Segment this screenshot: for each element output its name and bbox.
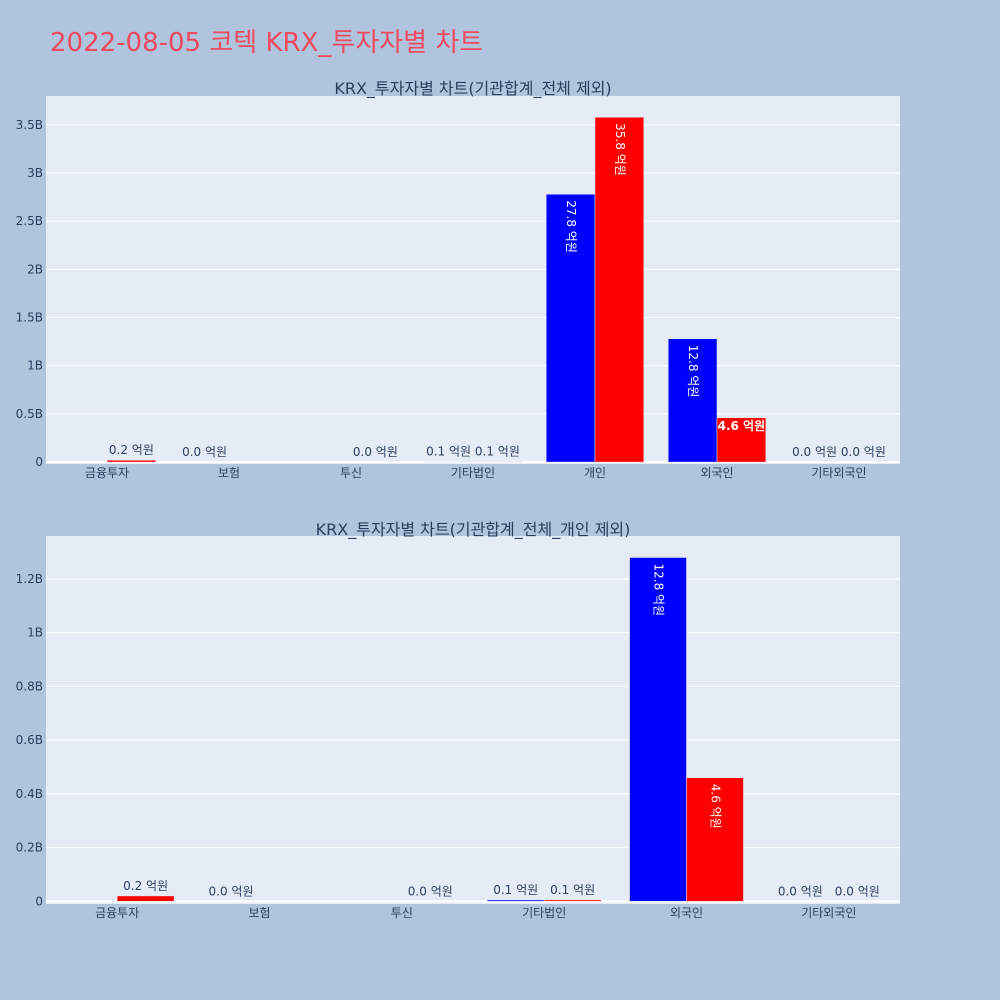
bar bbox=[686, 777, 744, 902]
y-tick-label: 1B bbox=[27, 626, 43, 640]
bar-value-label: 0.1 억원 bbox=[493, 883, 538, 897]
bar-value-label: 4.6 억원 bbox=[708, 784, 722, 829]
y-tick-label: 0.4B bbox=[16, 787, 43, 801]
bar-value-label: 0.0 억원 bbox=[792, 445, 837, 459]
bar-value-label: 0.0 억원 bbox=[353, 445, 398, 459]
x-tick-label: 기타법인 bbox=[522, 906, 566, 920]
x-tick-label: 외국인 bbox=[670, 906, 703, 920]
x-tick-label: 금융투자 bbox=[85, 466, 129, 480]
x-tick-label: 외국인 bbox=[700, 466, 733, 480]
x-tick-label: 기타법인 bbox=[451, 466, 495, 480]
x-tick-label: 투신 bbox=[340, 466, 362, 480]
bar-value-label: 27.8 억원 bbox=[564, 200, 578, 253]
bar-value-label: 0.0 억원 bbox=[778, 884, 823, 898]
bar-value-label: 0.0 억원 bbox=[209, 884, 254, 898]
y-tick-label: 0 bbox=[35, 455, 43, 469]
y-tick-label: 3B bbox=[27, 166, 43, 180]
y-tick-label: 0.2B bbox=[16, 841, 43, 855]
x-tick-label: 기타외국인 bbox=[811, 466, 866, 480]
bar-value-label: 0.1 억원 bbox=[426, 445, 471, 459]
y-tick-label: 1.2B bbox=[16, 572, 43, 586]
bar-value-label: 0.0 억원 bbox=[182, 445, 227, 459]
y-tick-label: 0.8B bbox=[16, 679, 43, 693]
x-tick-label: 금융투자 bbox=[95, 906, 139, 920]
bar bbox=[545, 194, 596, 463]
x-tick-label: 보험 bbox=[218, 466, 240, 480]
x-tick-label: 보험 bbox=[248, 906, 270, 920]
bar bbox=[106, 459, 157, 463]
bar-value-label: 0.2 억원 bbox=[109, 443, 154, 457]
y-tick-label: 0.6B bbox=[16, 733, 43, 747]
bar bbox=[116, 895, 175, 902]
bar-value-label: 4.6 억원 bbox=[718, 419, 766, 433]
bar-value-label: 0.0 억원 bbox=[841, 445, 886, 459]
y-tick-label: 2.5B bbox=[16, 214, 43, 228]
bar-value-label: 12.8 억원 bbox=[686, 345, 700, 398]
bar-value-label: 35.8 억원 bbox=[613, 123, 627, 176]
y-tick-label: 1B bbox=[27, 359, 43, 373]
bar-value-label: 0.1 억원 bbox=[550, 883, 595, 897]
bar-value-label: 0.0 억원 bbox=[408, 884, 453, 898]
bar-value-label: 0.0 억원 bbox=[835, 884, 880, 898]
bar bbox=[667, 338, 718, 463]
subplot-title: KRX_투자자별 차트(기관합계_전체_개인 제외) bbox=[316, 520, 631, 540]
subplot-title: KRX_투자자별 차트(기관합계_전체 제외) bbox=[334, 79, 611, 99]
x-tick-label: 투신 bbox=[391, 906, 413, 920]
y-tick-label: 2B bbox=[27, 262, 43, 276]
bar bbox=[543, 899, 602, 902]
plot-area bbox=[46, 96, 900, 464]
bar bbox=[594, 116, 645, 463]
bar bbox=[716, 417, 767, 463]
bar bbox=[486, 899, 545, 902]
y-tick-label: 3.5B bbox=[16, 118, 43, 132]
y-tick-label: 1.5B bbox=[16, 311, 43, 325]
plot-area bbox=[46, 536, 900, 904]
x-tick-label: 기타외국인 bbox=[801, 906, 856, 920]
y-tick-label: 0 bbox=[35, 894, 43, 908]
y-tick-label: 0.5B bbox=[16, 407, 43, 421]
bar-value-label: 0.2 억원 bbox=[123, 879, 168, 893]
page-title: 2022-08-05 코텍 KRX_투자자별 차트 bbox=[50, 28, 484, 58]
bar-value-label: 0.1 억원 bbox=[475, 445, 520, 459]
bar-value-label: 12.8 억원 bbox=[652, 563, 666, 616]
bar bbox=[629, 557, 687, 902]
x-tick-label: 개인 bbox=[584, 466, 606, 480]
